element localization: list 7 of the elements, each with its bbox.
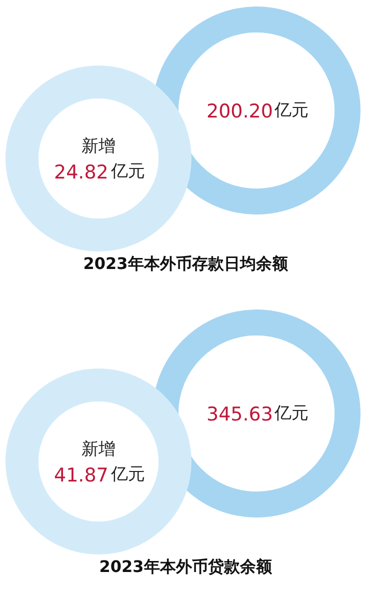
text: 2023年本外币贷款余额 xyxy=(99,557,273,576)
data-label: 41.87亿元 xyxy=(54,464,145,486)
text: 2023年本外币存款日均余额 xyxy=(83,254,289,273)
category-label: 新增 xyxy=(82,136,116,156)
data-label: 345.63亿元 xyxy=(206,404,308,426)
category-label: 新增 xyxy=(82,440,116,460)
data-label: 200.20亿元 xyxy=(206,100,308,122)
